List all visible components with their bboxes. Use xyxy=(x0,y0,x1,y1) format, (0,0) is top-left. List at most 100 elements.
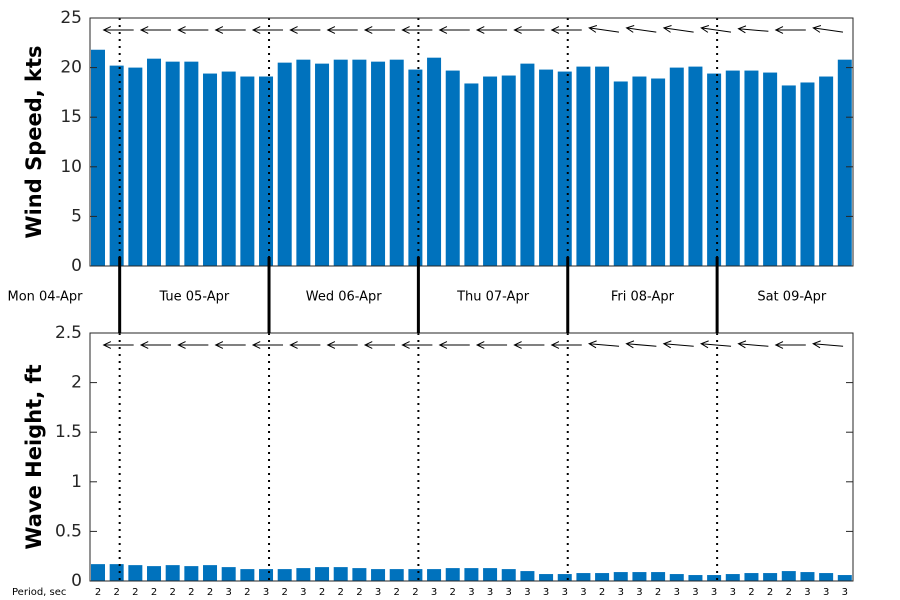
bar xyxy=(651,572,666,581)
period-value: 2 xyxy=(748,587,754,598)
period-value: 3 xyxy=(375,587,381,598)
bar xyxy=(109,564,124,581)
bar xyxy=(352,568,367,581)
wind-arrow xyxy=(513,341,545,349)
period-value: 3 xyxy=(487,587,493,598)
period-value: 2 xyxy=(188,587,194,598)
bar xyxy=(837,575,852,581)
period-value: 3 xyxy=(562,587,568,598)
bar xyxy=(147,58,162,267)
y-tick-label: 2.5 xyxy=(55,323,82,343)
bar xyxy=(688,575,703,581)
wind-arrow xyxy=(588,340,620,349)
bar xyxy=(557,574,572,581)
period-value: 2 xyxy=(282,587,288,598)
wind-arrow xyxy=(214,26,246,34)
wind-arrow xyxy=(662,340,694,349)
period-value: 3 xyxy=(711,587,717,598)
bar xyxy=(389,59,404,266)
period-value: 3 xyxy=(468,587,474,598)
day-label: Mon 04-Apr xyxy=(7,290,83,305)
bar xyxy=(501,75,516,266)
bar xyxy=(371,569,386,581)
y-tick-label: 25 xyxy=(60,8,82,28)
bar xyxy=(352,59,367,266)
wind-arrow xyxy=(550,26,582,34)
y-tick-label: 5 xyxy=(71,206,82,226)
period-value: 2 xyxy=(767,587,773,598)
bar xyxy=(539,69,554,266)
axes-box xyxy=(89,332,854,582)
wind-arrow xyxy=(475,341,508,349)
period-value: 3 xyxy=(524,587,530,598)
bar xyxy=(763,72,778,266)
day-label: Fri 08-Apr xyxy=(611,290,675,305)
bar xyxy=(221,567,236,581)
period-value: 3 xyxy=(431,587,437,598)
period-value: 3 xyxy=(543,587,549,598)
bar xyxy=(371,61,386,267)
period-value: 2 xyxy=(169,587,175,598)
y-tick-label: 2 xyxy=(71,373,82,393)
bar xyxy=(240,76,255,266)
wind-arrow xyxy=(401,341,433,349)
y-tick-label: 1 xyxy=(71,472,82,492)
wind-arrow xyxy=(326,26,358,34)
bar xyxy=(259,76,274,266)
bar xyxy=(632,572,647,581)
period-value: 2 xyxy=(356,587,362,598)
bar xyxy=(595,573,610,581)
bar xyxy=(520,571,535,581)
bar xyxy=(165,61,180,267)
wind-arrow xyxy=(102,341,134,349)
bar xyxy=(128,565,143,581)
day-label: Thu 07-Apr xyxy=(456,290,530,305)
period-value: 2 xyxy=(113,587,119,598)
wind-arrow xyxy=(774,341,806,349)
bar xyxy=(147,566,162,581)
day-label: Wed 06-Apr xyxy=(306,290,383,305)
period-value: 2 xyxy=(207,587,213,598)
wind-arrow xyxy=(438,341,470,349)
period-value: 3 xyxy=(823,587,829,598)
bar xyxy=(707,575,722,581)
bar xyxy=(744,573,759,581)
wind-arrow xyxy=(326,341,358,349)
bar xyxy=(669,574,684,581)
wind-arrow xyxy=(737,25,769,34)
bar xyxy=(259,569,274,581)
bar xyxy=(91,49,105,266)
wind-arrow xyxy=(438,26,470,34)
bar xyxy=(632,76,647,266)
period-value: 3 xyxy=(263,587,269,598)
bar xyxy=(203,565,218,581)
bar xyxy=(464,83,479,266)
period-value: 2 xyxy=(151,587,157,598)
y-tick-label: 0 xyxy=(71,256,82,276)
period-value: 3 xyxy=(506,587,512,598)
bar xyxy=(800,82,815,266)
bar xyxy=(837,59,852,266)
bar xyxy=(277,62,292,266)
bar xyxy=(128,67,143,266)
wind-arrow xyxy=(550,341,582,349)
bar xyxy=(240,569,255,581)
bar xyxy=(725,574,740,581)
period-value: 3 xyxy=(730,587,736,598)
bar xyxy=(296,568,311,581)
bar xyxy=(557,71,572,267)
period-value: 2 xyxy=(319,587,325,598)
y-tick-label: 0.5 xyxy=(55,521,82,541)
wind-arrow xyxy=(401,26,433,34)
wind-arrow xyxy=(139,341,172,349)
y-tick-label: 10 xyxy=(60,157,82,177)
wind-arrow xyxy=(625,24,657,33)
wind-arrow xyxy=(737,340,769,349)
bar xyxy=(165,565,180,581)
bar xyxy=(91,564,105,581)
wind-arrow xyxy=(774,26,806,34)
bar xyxy=(445,70,460,267)
period-value: 2 xyxy=(95,587,101,598)
